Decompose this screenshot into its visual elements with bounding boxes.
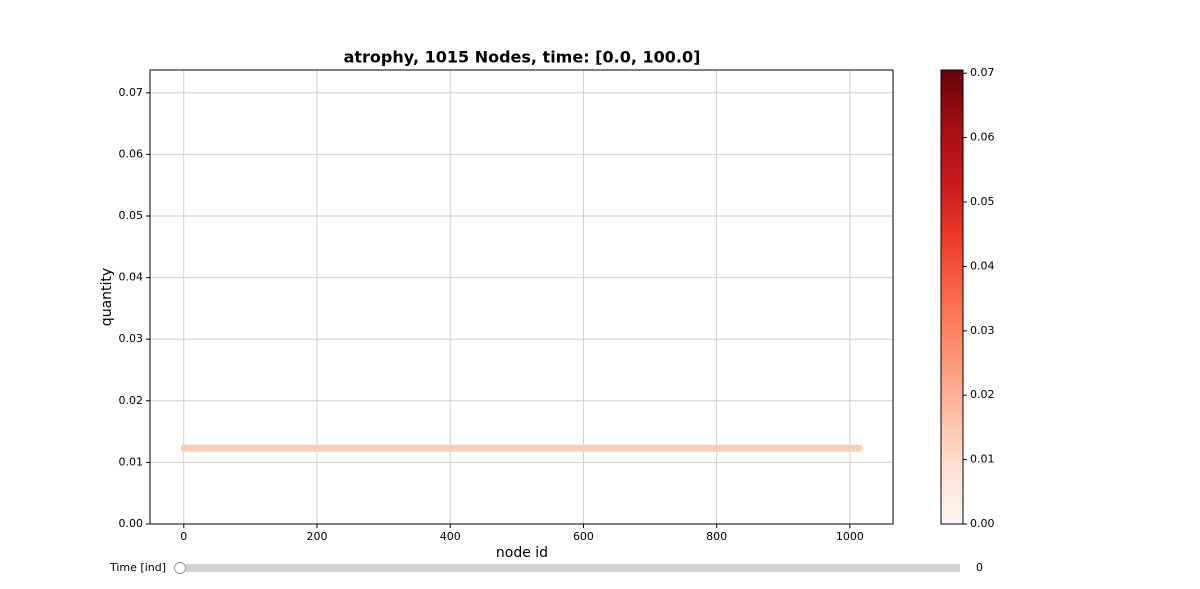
slider-label: Time [ind] — [109, 561, 166, 574]
y-tick-label: 0.07 — [119, 86, 144, 99]
colorbar-tick-label: 0.05 — [970, 195, 995, 208]
x-tick-label: 800 — [706, 530, 727, 543]
x-tick-label: 0 — [180, 530, 187, 543]
colorbar-tick-label: 0.06 — [970, 131, 995, 144]
colorbar-tick-label: 0.07 — [970, 66, 995, 79]
plot-frame — [149, 69, 894, 525]
y-tick-label: 0.02 — [119, 394, 144, 407]
x-tick-label: 600 — [573, 530, 594, 543]
y-tick-label: 0.00 — [119, 517, 144, 530]
x-tick-label: 200 — [306, 530, 327, 543]
x-tick-label: 1000 — [836, 530, 864, 543]
colorbar-tick-label: 0.04 — [970, 259, 995, 272]
y-tick-label: 0.03 — [119, 332, 144, 345]
y-axis-label: quantity — [99, 268, 115, 326]
colorbar-tick-label: 0.03 — [970, 324, 995, 337]
x-tick-label: 400 — [440, 530, 461, 543]
grid: 0 200 400 600 800 1000 0.00 0.01 0.02 0.03 0.04 0.0… — [119, 70, 893, 543]
slider-track[interactable] — [180, 564, 960, 572]
y-tick-label: 0.05 — [119, 209, 144, 222]
colorbar-tick-label: 0.02 — [970, 388, 995, 401]
colorbar-ticks: 0.00 0.01 0.02 0.03 0.04 0.05 0.06 0.07 — [963, 66, 995, 530]
slider-value: 0 — [976, 561, 983, 574]
y-tick-label: 0.01 — [119, 455, 144, 468]
y-tick-label: 0.04 — [119, 271, 144, 284]
colorbar-tick-label: 0.00 — [970, 517, 995, 530]
x-axis-label: node id — [496, 545, 548, 561]
slider-handle[interactable] — [174, 562, 186, 574]
y-tick-label: 0.06 — [119, 147, 144, 160]
colorbar-tick-label: 0.01 — [970, 453, 995, 466]
chart-title: atrophy, 1015 Nodes, time: [0.0, 100.0] — [344, 48, 701, 67]
colorbar — [940, 69, 964, 525]
